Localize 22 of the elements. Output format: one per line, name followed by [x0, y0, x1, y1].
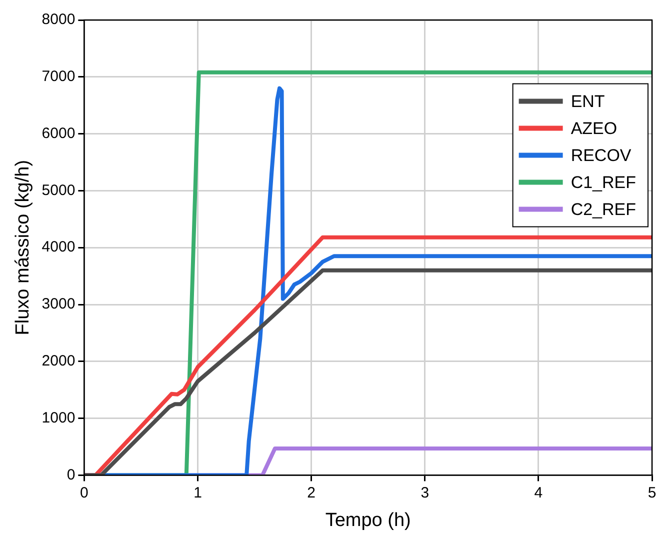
legend-label: C1_REF: [570, 172, 636, 192]
x-axis-title: Tempo (h): [325, 510, 411, 531]
y-tick-label: 8000: [42, 11, 76, 28]
y-tick-label: 4000: [42, 238, 76, 256]
y-tick-label: 2000: [42, 352, 76, 370]
y-axis-title: Fluxo mássico (kg/h): [12, 160, 34, 336]
y-tick-label: 1000: [42, 409, 76, 426]
y-tick-label: 7000: [42, 68, 76, 86]
x-tick-label: 4: [534, 484, 543, 502]
y-tick-label: 5000: [42, 182, 76, 199]
x-tick-label: 0: [80, 484, 88, 502]
y-tick-label: 6000: [42, 124, 76, 142]
legend-label: ENT: [570, 92, 605, 111]
x-tick-label: 5: [648, 484, 656, 502]
legend-label: RECOV: [570, 146, 632, 165]
x-tick-label: 3: [420, 484, 430, 502]
legend-label: AZEO: [570, 118, 618, 138]
y-tick-label: 3000: [42, 296, 76, 313]
y-tick-label: 0: [66, 466, 76, 484]
legend-label: C2_REF: [570, 200, 636, 219]
x-tick-label: 2: [307, 484, 316, 502]
x-tick-label: 1: [194, 484, 202, 502]
